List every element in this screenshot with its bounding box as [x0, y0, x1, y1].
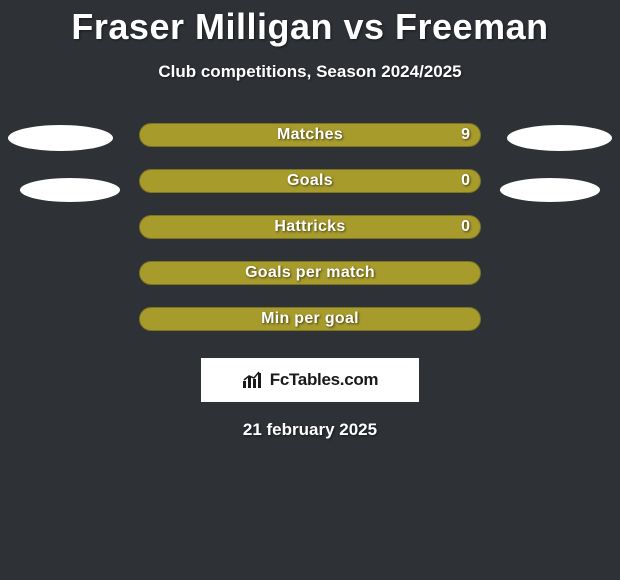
stat-row-min-per-goal: Min per goal — [0, 296, 620, 342]
subtitle: Club competitions, Season 2024/2025 — [0, 62, 620, 82]
stat-label: Goals per match — [140, 264, 480, 282]
logo-box: FcTables.com — [201, 358, 419, 402]
stat-row-goals-per-match: Goals per match — [0, 250, 620, 296]
stat-label: Matches — [140, 126, 480, 144]
stat-label: Goals — [140, 172, 480, 190]
date-text: 21 february 2025 — [0, 420, 620, 440]
stat-label: Min per goal — [140, 310, 480, 328]
stat-bar: Min per goal — [139, 307, 481, 331]
stat-bar: Goals per match — [139, 261, 481, 285]
stat-label: Hattricks — [140, 218, 480, 236]
stat-bar: Hattricks 0 — [139, 215, 481, 239]
stat-value: 9 — [461, 126, 470, 144]
stats-chart: Matches 9 Goals 0 Hattricks 0 Goals per … — [0, 112, 620, 342]
stat-bar: Goals 0 — [139, 169, 481, 193]
stat-bar: Matches 9 — [139, 123, 481, 147]
stat-row-goals: Goals 0 — [0, 158, 620, 204]
stat-row-matches: Matches 9 — [0, 112, 620, 158]
page-title: Fraser Milligan vs Freeman — [0, 0, 620, 48]
stat-row-hattricks: Hattricks 0 — [0, 204, 620, 250]
bar-chart-icon — [242, 371, 264, 389]
logo-text: FcTables.com — [270, 370, 379, 390]
stat-value: 0 — [461, 172, 470, 190]
stat-value: 0 — [461, 218, 470, 236]
